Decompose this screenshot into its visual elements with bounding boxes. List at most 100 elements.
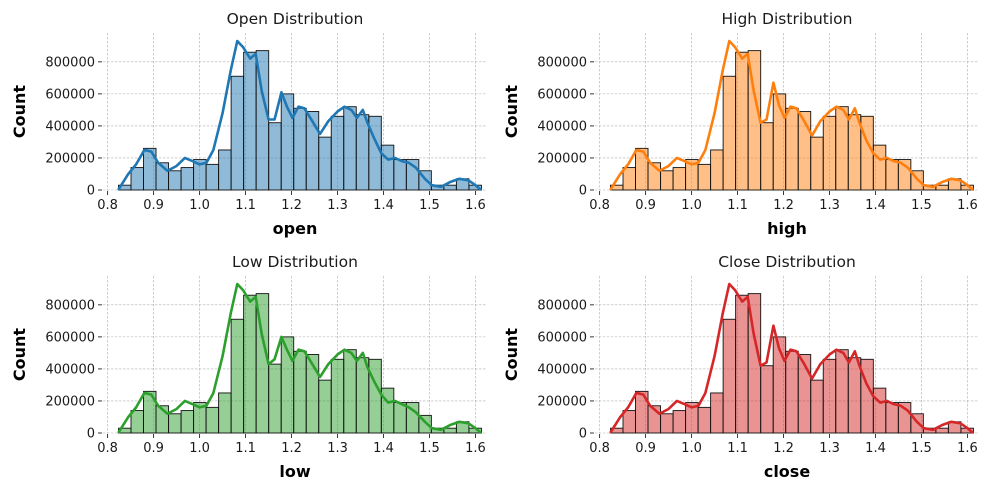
- x-tick-label: 0.8: [97, 198, 118, 213]
- x-axis-label: high: [767, 219, 807, 238]
- x-tick-label: 1.5: [419, 198, 440, 213]
- kde-line: [609, 39, 974, 191]
- y-tick-label: 800000: [537, 55, 587, 70]
- histogram-bar: [847, 114, 862, 191]
- y-axis-label: Count: [502, 328, 521, 382]
- y-tick-label: 400000: [537, 119, 587, 134]
- histogram-bar: [330, 358, 345, 434]
- histogram-bar: [660, 413, 674, 434]
- histogram-bar: [785, 107, 799, 191]
- kde-line: [117, 39, 482, 191]
- histogram-bar: [785, 350, 799, 434]
- y-axis-label: Count: [502, 85, 521, 139]
- y-tick-label: 200000: [537, 394, 587, 409]
- histogram-bar: [218, 149, 232, 191]
- histogram-bar: [660, 170, 674, 191]
- y-tick-label: 400000: [45, 119, 95, 134]
- x-tick-label: 1.5: [911, 198, 932, 213]
- y-tick-label: 0: [87, 427, 95, 442]
- histogram-bar: [697, 163, 712, 191]
- x-tick-label: 1.2: [281, 441, 302, 456]
- histogram-bar: [935, 427, 949, 434]
- x-tick-label: 1.1: [727, 441, 748, 456]
- x-tick-label: 1.0: [681, 441, 702, 456]
- x-tick-label: 0.8: [589, 441, 610, 456]
- x-tick-label: 1.4: [373, 198, 394, 213]
- x-tick-label: 1.0: [681, 198, 702, 213]
- y-tick-label: 600000: [45, 87, 95, 102]
- y-tick-label: 600000: [45, 330, 95, 345]
- chart-panel-high: 0.8 0.9 1.0 1.1 1.2 1.3 1.4 1.5 1.6 0 200000 400000…: [502, 10, 979, 238]
- histogram-bar: [168, 413, 182, 434]
- histogram-bar: [393, 402, 407, 434]
- histogram-bar: [343, 106, 357, 191]
- histogram-bar: [168, 170, 182, 191]
- histogram-bar: [760, 122, 774, 191]
- histogram-bar: [847, 357, 862, 434]
- histogram-bar: [380, 144, 395, 191]
- histogram-bar: [368, 358, 382, 434]
- x-tick-label: 1.4: [373, 441, 394, 456]
- x-tick-label: 1.0: [189, 198, 210, 213]
- histogram-bar: [735, 294, 749, 434]
- x-tick-label: 1.2: [281, 198, 302, 213]
- x-tick-label: 1.3: [819, 198, 840, 213]
- y-tick-label: 0: [579, 184, 587, 199]
- histogram-bar: [672, 167, 687, 191]
- y-tick-label: 200000: [537, 151, 587, 166]
- x-tick-label: 1.6: [957, 198, 978, 213]
- chart-title: Low Distribution: [232, 253, 358, 271]
- histogram-bar: [268, 363, 282, 434]
- histogram-bar: [268, 122, 282, 191]
- histogram-bar: [735, 51, 749, 191]
- y-axis-label: Count: [10, 328, 29, 382]
- histogram-bar: [443, 184, 457, 191]
- y-axis-label: Count: [10, 85, 29, 139]
- chart-title: High Distribution: [722, 10, 853, 28]
- histogram-bar: [760, 365, 774, 434]
- histogram-bar: [710, 392, 724, 434]
- x-tick-label: 1.1: [235, 441, 256, 456]
- y-tick-label: 400000: [45, 362, 95, 377]
- histogram-bar: [130, 410, 144, 434]
- histogram-bar: [810, 136, 824, 191]
- histogram-bar: [872, 144, 887, 191]
- x-tick-label: 1.3: [819, 441, 840, 456]
- histogram-bar: [205, 163, 220, 191]
- histogram-bar: [722, 318, 737, 434]
- histogram-bar: [443, 427, 457, 434]
- histogram-bar: [130, 167, 144, 191]
- y-tick-label: 0: [579, 427, 587, 442]
- x-tick-label: 1.4: [865, 198, 886, 213]
- x-tick-label: 1.1: [235, 198, 256, 213]
- histogram-bar: [835, 349, 849, 434]
- x-tick-label: 0.9: [143, 441, 164, 456]
- x-tick-label: 1.2: [773, 198, 794, 213]
- x-tick-label: 1.3: [327, 198, 348, 213]
- histogram-bar: [622, 167, 636, 191]
- y-tick-label: 800000: [45, 298, 95, 313]
- histogram-bar: [330, 115, 345, 191]
- histogram-bar: [822, 115, 837, 191]
- x-tick-label: 1.0: [189, 441, 210, 456]
- y-tick-label: 0: [87, 184, 95, 199]
- x-tick-label: 1.3: [327, 441, 348, 456]
- histogram-bar: [293, 107, 307, 191]
- chart-panel-close: 0.8 0.9 1.0 1.1 1.2 1.3 1.4 1.5 1.6 0 200000 400000…: [502, 253, 979, 481]
- x-tick-label: 0.9: [635, 198, 656, 213]
- histogram-bar: [822, 358, 837, 434]
- histogram-bar: [860, 358, 874, 434]
- histogram-bar: [343, 349, 357, 434]
- y-tick-label: 200000: [45, 394, 95, 409]
- histogram-bar: [872, 387, 887, 434]
- y-tick-label: 600000: [537, 87, 587, 102]
- kde-line: [609, 282, 974, 434]
- x-tick-label: 0.8: [97, 441, 118, 456]
- y-tick-label: 800000: [45, 55, 95, 70]
- histogram-bar: [810, 379, 824, 434]
- histogram-bar: [672, 410, 687, 434]
- x-tick-label: 1.5: [419, 441, 440, 456]
- histogram-bar: [318, 136, 332, 191]
